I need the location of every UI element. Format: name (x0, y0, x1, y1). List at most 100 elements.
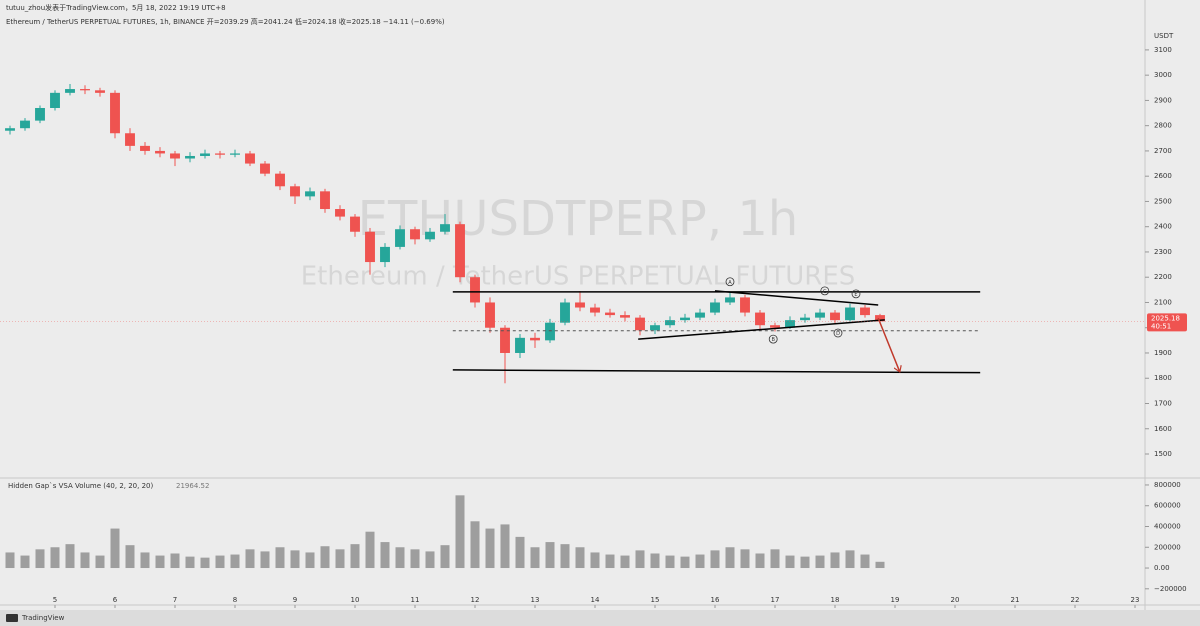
volume-bar (290, 550, 300, 569)
candle-body (455, 224, 465, 278)
wave-label: A (728, 280, 732, 286)
volume-bar (365, 531, 375, 569)
candle-body (485, 302, 495, 328)
candle-body (200, 153, 210, 156)
x-tick-label: 8 (233, 596, 237, 604)
y-tick-label: 2300 (1154, 248, 1172, 256)
y-tick-label: 0.00 (1154, 564, 1170, 572)
candle-body (845, 307, 855, 321)
volume-bar (770, 549, 780, 569)
trend-line (452, 369, 981, 374)
wave-label-circle (725, 277, 735, 287)
volume-bar (620, 555, 630, 569)
volume-bar (470, 521, 480, 569)
candle-body (290, 186, 300, 197)
y-tick-label: 2900 (1154, 96, 1172, 104)
y-tick-label: 3100 (1154, 46, 1172, 54)
y-tick-label: −200000 (1154, 585, 1187, 593)
candle-body (620, 315, 630, 318)
candle-body (875, 315, 885, 322)
volume-bar (5, 552, 15, 569)
candle-body (380, 246, 390, 263)
y-tick-label: 1500 (1154, 450, 1172, 458)
candle-body (275, 173, 285, 187)
footer-brand: TradingView (21, 614, 65, 622)
y-tick-label: 400000 (1154, 522, 1181, 530)
y-tick-label: 2600 (1154, 172, 1172, 180)
volume-bar (605, 554, 615, 569)
volume-bar (50, 547, 60, 569)
x-tick-label: 18 (831, 596, 840, 604)
volume-bar (875, 561, 885, 569)
candle-body (230, 153, 240, 155)
volume-bar (20, 555, 30, 569)
x-tick-label: 16 (711, 596, 720, 604)
candle-body (500, 327, 510, 353)
wave-label: E (854, 292, 857, 298)
price-tag-countdown: 40:51 (1151, 322, 1171, 330)
candle-body (830, 312, 840, 321)
watermark: ETHUSDTPERP, 1h (358, 191, 799, 247)
y-tick-label: 1900 (1154, 349, 1172, 357)
candle-body (785, 320, 795, 328)
volume-bar (665, 555, 675, 569)
legend: Ethereum / TetherUS PERPETUAL FUTURES, 1… (6, 17, 445, 26)
candle-body (35, 107, 45, 121)
volume-bar (545, 542, 555, 569)
volume-bar (575, 547, 585, 569)
candle-body (20, 120, 30, 129)
x-tick-label: 20 (951, 596, 960, 604)
volume-bar (710, 550, 720, 569)
candle-body (305, 191, 315, 197)
candle-body (245, 153, 255, 164)
brand-logo (6, 614, 18, 622)
wave-label-circle (820, 286, 830, 296)
candle-body (335, 209, 345, 217)
y-tick-label: 200000 (1154, 543, 1181, 551)
candle-body (530, 337, 540, 341)
y-tick-label: 1800 (1154, 374, 1172, 382)
wave-label-circle (768, 334, 778, 344)
volume-bar (515, 536, 525, 569)
volume-bar (425, 551, 435, 569)
volume-bar (215, 555, 225, 569)
footer-bar (0, 610, 1200, 626)
candle-body (770, 325, 780, 328)
volume-bar (80, 552, 90, 569)
candle-body (320, 191, 330, 210)
candle-body (425, 231, 435, 240)
candle-body (590, 307, 600, 313)
x-tick-label: 12 (471, 596, 480, 604)
volume-bar (785, 555, 795, 569)
volume-bar (95, 555, 105, 569)
volume-bar (140, 552, 150, 569)
candle-body (440, 224, 450, 232)
y-tick-label: 1600 (1154, 425, 1172, 433)
volume-bar (650, 553, 660, 569)
candle-body (350, 216, 360, 232)
volume-bar (530, 547, 540, 569)
candle-body (65, 89, 75, 93)
price-tag (1147, 313, 1187, 332)
x-tick-label: 21 (1011, 596, 1020, 604)
x-tick-label: 5 (53, 596, 57, 604)
indicator-title: Hidden Gap`s VSA Volume (40, 2, 20, 20) (8, 482, 153, 490)
candle-body (860, 307, 870, 316)
candle-body (110, 92, 120, 134)
y-tick-label: 800000 (1154, 481, 1181, 489)
wave-label: D (836, 331, 840, 337)
candle-body (740, 297, 750, 313)
y-tick-label: 1700 (1154, 399, 1172, 407)
candle-body (215, 153, 225, 155)
volume-bar (635, 550, 645, 569)
y-tick-label: 2800 (1154, 122, 1172, 130)
candle-body (575, 302, 585, 308)
x-tick-label: 9 (293, 596, 297, 604)
candle-body (665, 320, 675, 326)
volume-bar (830, 552, 840, 569)
volume-bar (320, 546, 330, 569)
x-tick-label: 6 (113, 596, 118, 604)
candle-body (185, 155, 195, 159)
volume-bar (800, 556, 810, 569)
candle-body (815, 312, 825, 318)
